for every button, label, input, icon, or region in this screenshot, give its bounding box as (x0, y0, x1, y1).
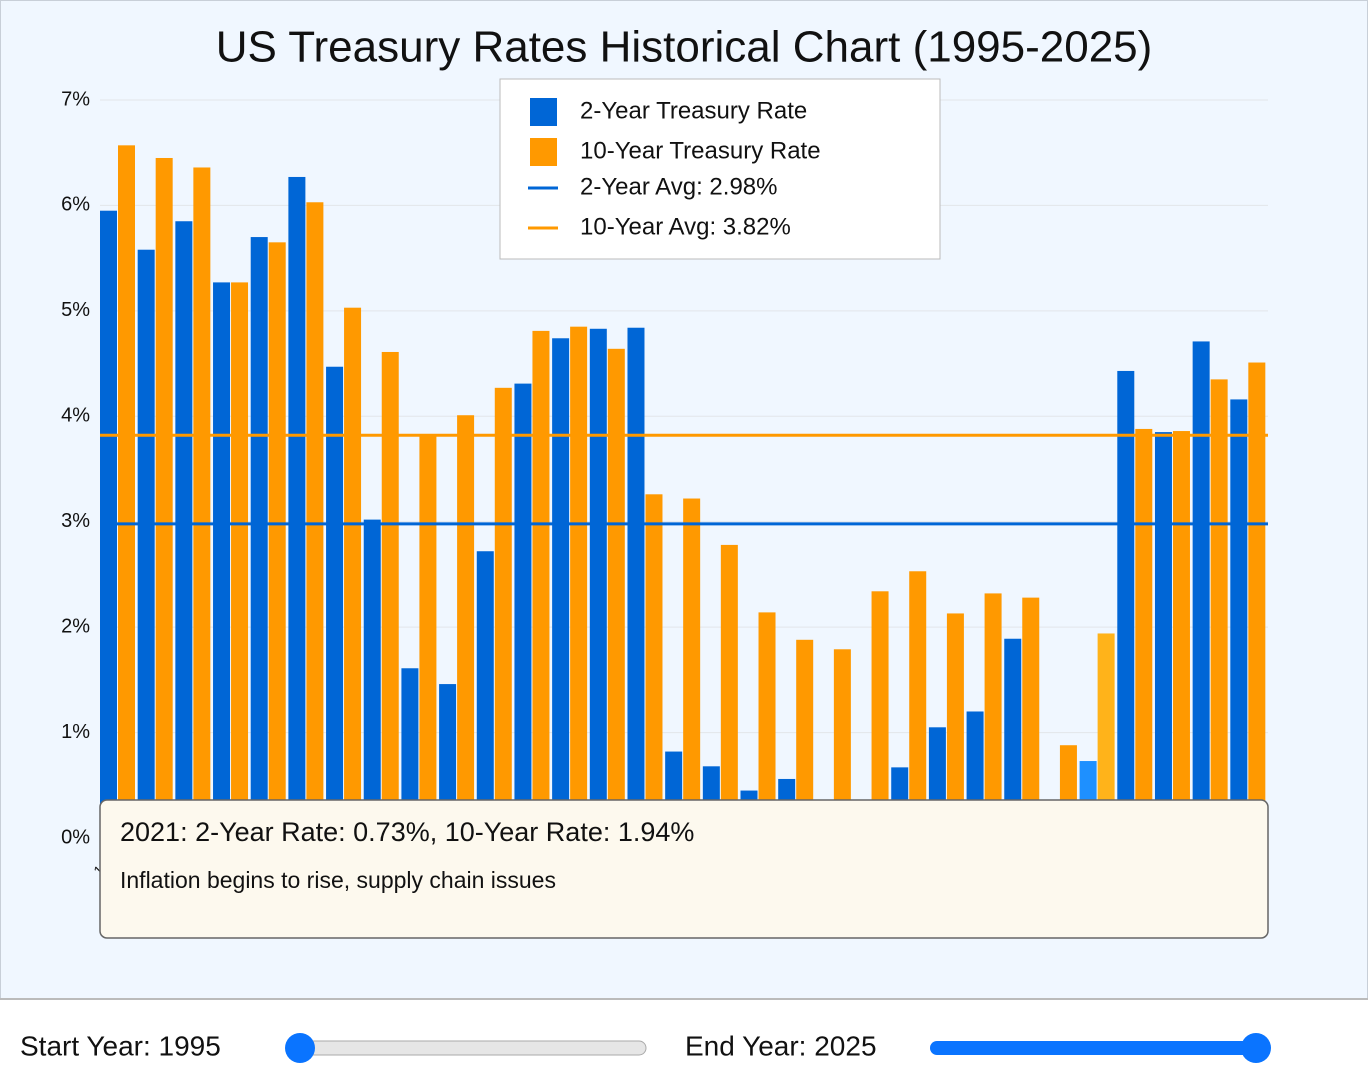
legend-label: 10-Year Treasury Rate (580, 137, 821, 164)
bar (250, 237, 268, 839)
legend-box (499, 78, 941, 260)
bar (833, 649, 851, 838)
legend-swatch (530, 138, 557, 166)
bar (363, 519, 381, 838)
bar (758, 612, 776, 838)
legend-label: 2-Year Treasury Rate (580, 97, 807, 124)
bar (532, 330, 550, 838)
y-tick-label: 7% (61, 88, 90, 110)
bar (984, 593, 1002, 838)
bar (118, 145, 135, 838)
bar (627, 327, 645, 838)
tooltip-text: Inflation begins to rise, supply chain i… (120, 867, 556, 893)
bar (796, 639, 814, 838)
bar (1210, 379, 1228, 838)
bar (1248, 362, 1266, 838)
end-thumb[interactable] (1241, 1033, 1271, 1063)
bar (476, 551, 494, 838)
bar (155, 157, 173, 838)
start-label: Start Year: 1995 (20, 1030, 221, 1061)
bar (552, 338, 570, 838)
bar (607, 348, 625, 838)
y-tick-label: 2% (61, 615, 90, 637)
bar (1022, 597, 1040, 838)
bar (306, 202, 324, 838)
bar (457, 415, 475, 838)
bar (213, 282, 231, 838)
bar (401, 668, 419, 838)
bar (1004, 638, 1022, 838)
bar (1117, 370, 1135, 838)
bar (1154, 432, 1172, 838)
bar (1230, 399, 1248, 838)
bar (1135, 428, 1153, 838)
end-label: End Year: 2025 (685, 1030, 877, 1061)
bar (344, 307, 362, 838)
end-track[interactable] (930, 1041, 1270, 1055)
legend-swatch (530, 98, 557, 126)
controls: Start Year: 1995 End Year: 2025 (20, 1030, 1271, 1063)
y-tick-label: 4% (61, 405, 90, 427)
bar (175, 221, 193, 838)
y-tick-label: 5% (61, 299, 90, 321)
bar (326, 366, 344, 838)
bar (570, 326, 588, 838)
bar (720, 544, 738, 838)
y-tick-label: 1% (61, 721, 90, 743)
bar (1172, 431, 1190, 838)
bar (137, 249, 155, 839)
tooltip: 2021: 2-Year Rate: 0.73%, 10-Year Rate: … (99, 799, 1269, 939)
bar (909, 571, 927, 838)
start-thumb[interactable] (285, 1033, 315, 1063)
bar (419, 434, 437, 838)
bar (1097, 633, 1115, 838)
legend-label: 10-Year Avg: 3.82% (580, 213, 791, 240)
bar (231, 282, 249, 838)
tooltip-box (99, 799, 1269, 939)
bar (514, 383, 532, 838)
bar (1192, 341, 1210, 838)
tooltip-title: 2021: 2-Year Rate: 0.73%, 10-Year Rate: … (120, 817, 694, 847)
chart-title: US Treasury Rates Historical Chart (1995… (216, 23, 1153, 72)
bar (381, 351, 399, 838)
bar (645, 494, 663, 838)
y-tick-label: 0% (61, 826, 90, 848)
bar (268, 242, 286, 839)
bar (494, 387, 512, 838)
y-tick-label: 3% (61, 510, 90, 532)
bar (193, 167, 211, 838)
start-track[interactable] (297, 1040, 647, 1056)
bar (683, 498, 701, 838)
bar (589, 328, 607, 838)
bar (946, 613, 964, 838)
legend-label: 2-Year Avg: 2.98% (580, 173, 777, 200)
legend: 2-Year Treasury Rate 10-Year Treasury Rat… (499, 78, 941, 260)
y-tick-label: 6% (61, 194, 90, 216)
bar (871, 591, 889, 838)
bar (288, 176, 306, 838)
